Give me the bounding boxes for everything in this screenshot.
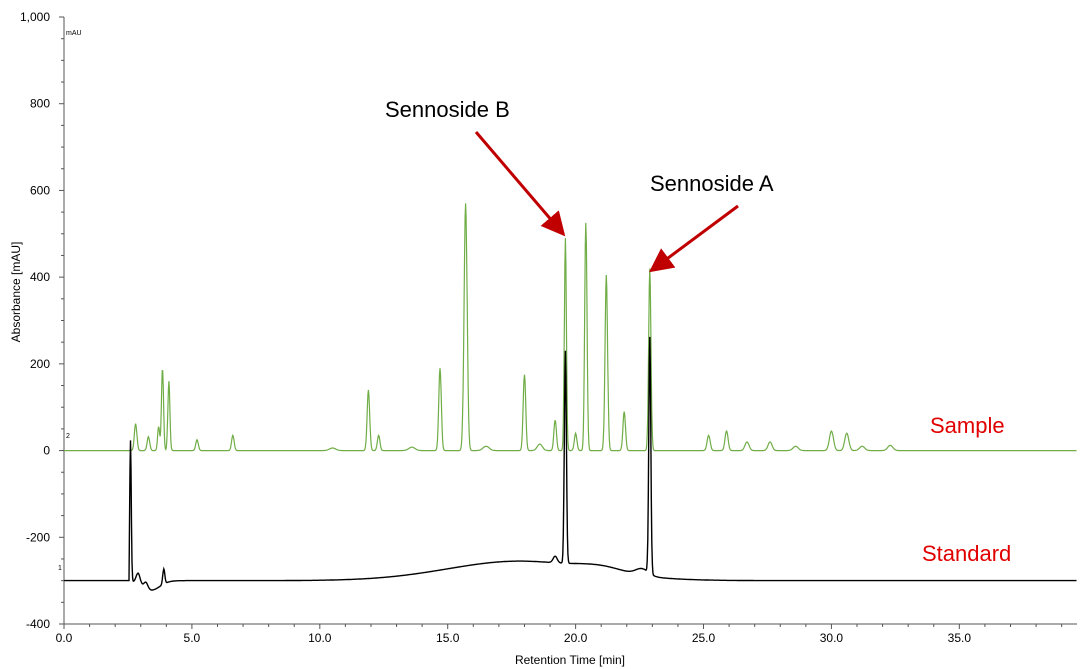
y-tick-label: 400 xyxy=(30,270,50,284)
y-tick-label: -400 xyxy=(26,617,50,631)
x-axis-title: Retention Time [min] xyxy=(515,653,625,667)
sample-trace-marker: 2 xyxy=(66,433,70,440)
x-tick-label: 30.0 xyxy=(820,631,844,645)
x-tick-label: 10.0 xyxy=(308,631,332,645)
y-axis-title: Absorbance [mAU] xyxy=(9,242,23,343)
x-tick-label: 20.0 xyxy=(564,631,588,645)
y-tick-label: -200 xyxy=(26,530,50,544)
y-tick-label: 200 xyxy=(30,357,50,371)
sample-series-line xyxy=(64,203,1077,452)
y-tick-label: 800 xyxy=(30,97,50,111)
sample-series-label: Sample xyxy=(930,413,1005,438)
standard-series-line xyxy=(64,336,1077,591)
x-tick-label: 15.0 xyxy=(436,631,460,645)
annotation-arrow-sennoside-b xyxy=(474,131,566,237)
annotation-arrow-sennoside-a xyxy=(648,204,739,273)
y-tick-label: 600 xyxy=(30,183,50,197)
y-axis-unit-label: mAU xyxy=(66,30,82,37)
x-axis-ticks: 0.0 5.0 10.0 15.0 20.0 25.0 30.0 35.0 xyxy=(56,624,1063,645)
x-tick-label: 0.0 xyxy=(56,631,73,645)
standard-series-label: Standard xyxy=(922,541,1011,566)
annotation-sennoside-b: Sennoside B xyxy=(385,97,510,122)
standard-trace-marker: 1 xyxy=(58,565,62,572)
x-tick-label: 25.0 xyxy=(692,631,716,645)
y-tick-label: 1,000 xyxy=(20,10,50,24)
annotation-sennoside-a: Sennoside A xyxy=(650,171,774,196)
y-tick-label: 0 xyxy=(43,444,50,458)
y-axis-ticks: -400 -200 0 200 400 600 800 1,000 xyxy=(20,10,64,631)
x-tick-label: 35.0 xyxy=(948,631,972,645)
x-tick-label: 5.0 xyxy=(184,631,201,645)
